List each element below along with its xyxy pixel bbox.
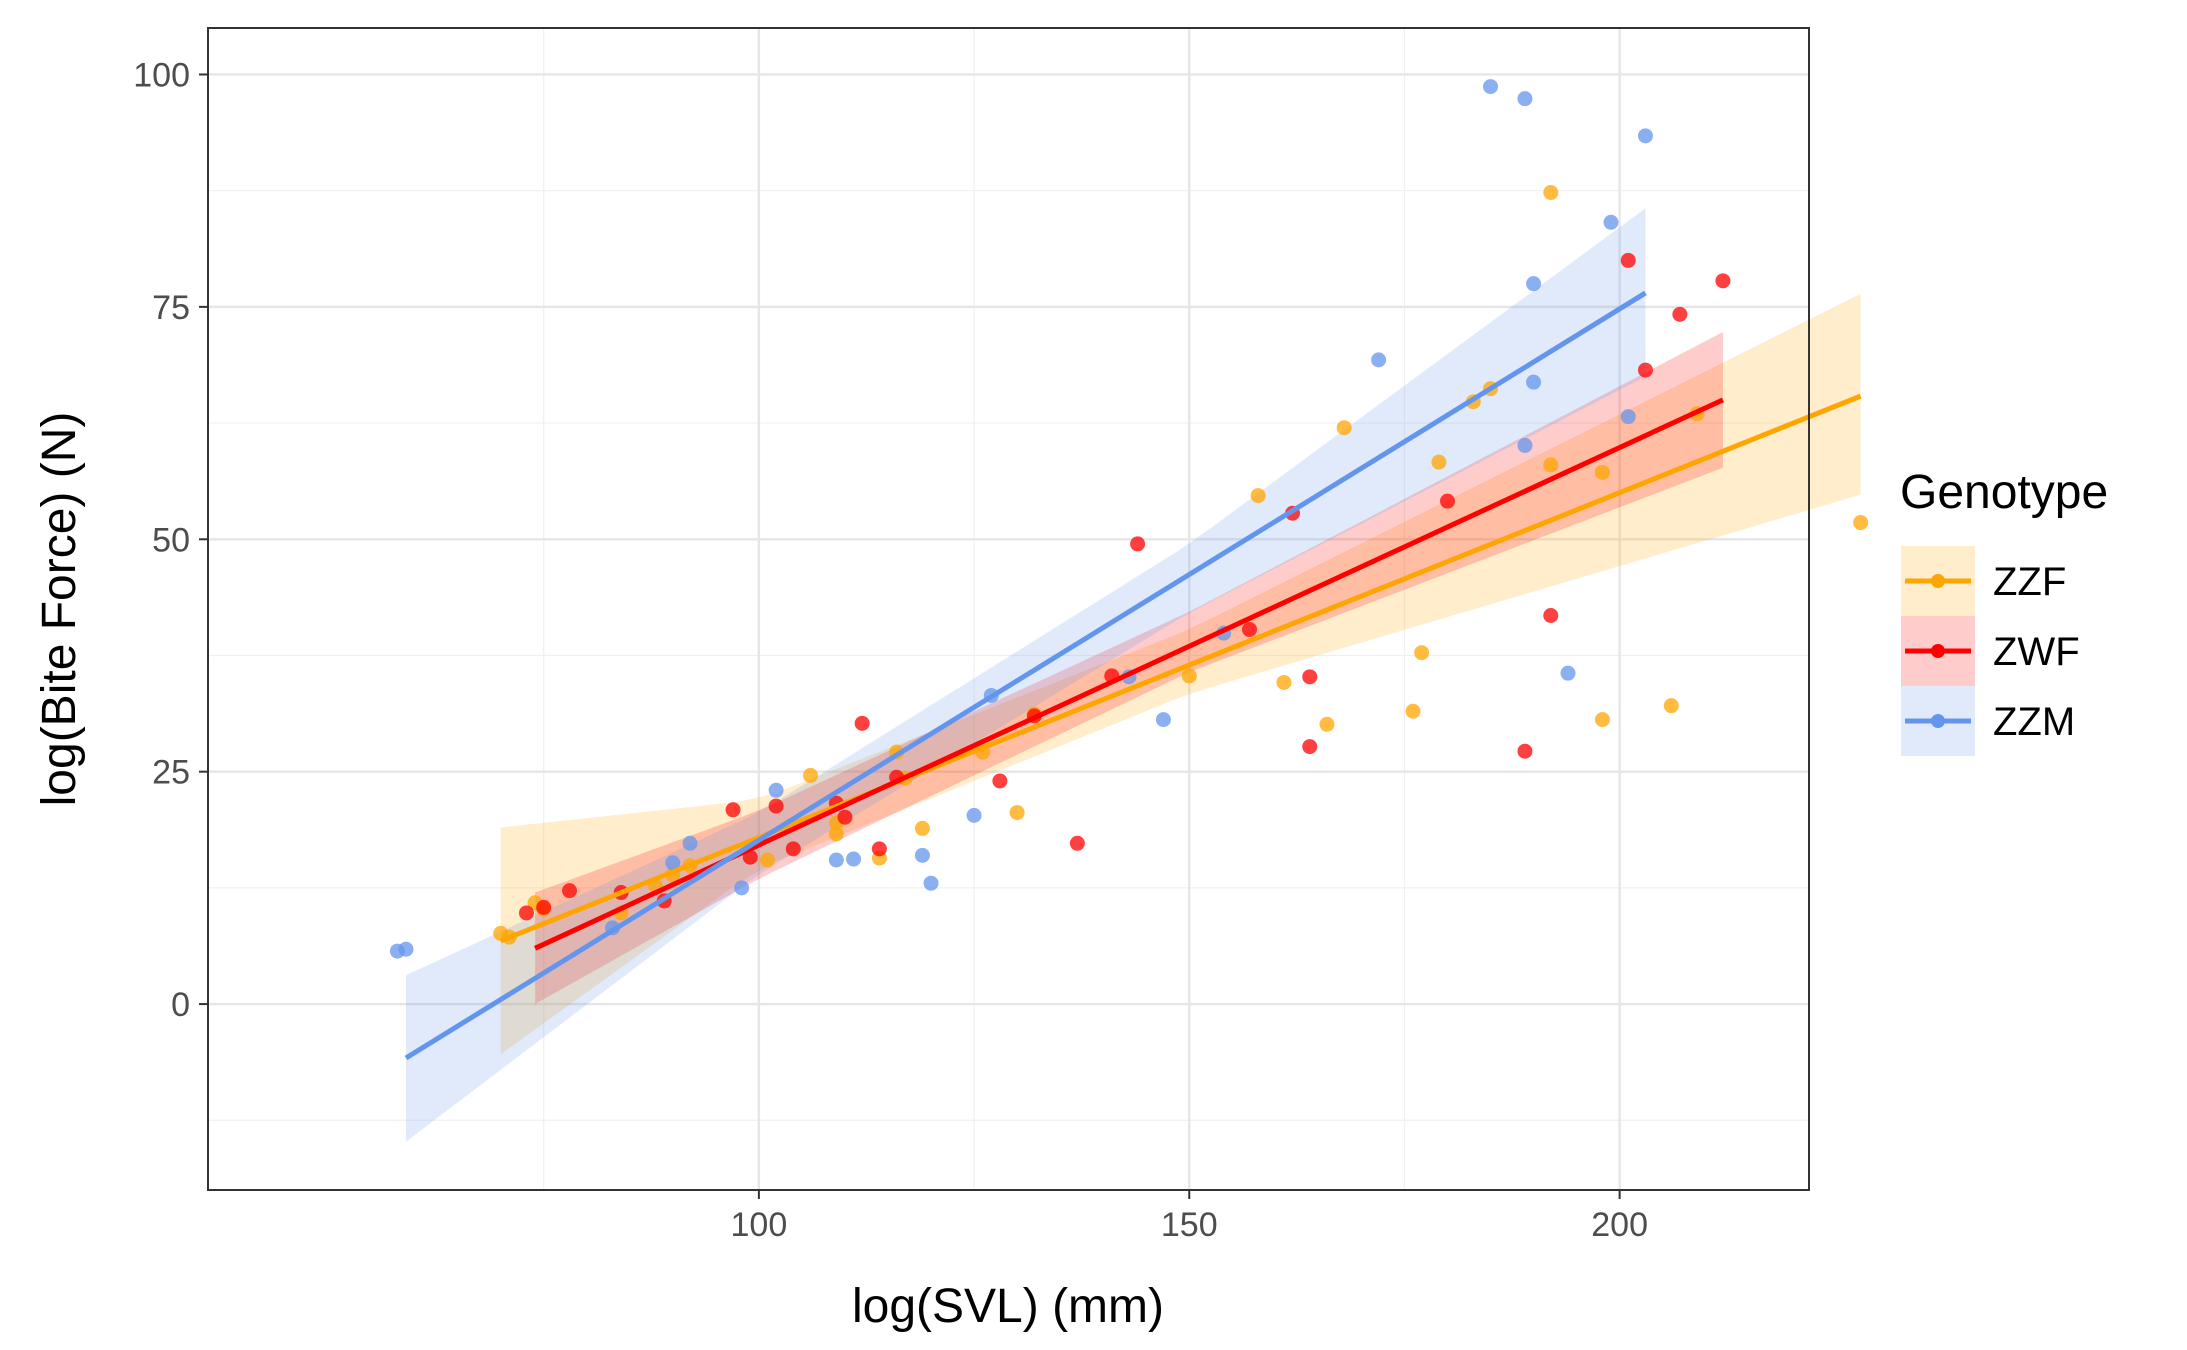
point-zzm [398,941,414,957]
point-zwf [536,899,552,915]
point-zzf [1594,464,1610,480]
point-zwf [1302,739,1318,755]
point-zzm [734,880,750,896]
y-tick-label: 100 [133,56,190,94]
point-zzm [1517,437,1533,453]
point-zzm [1526,374,1542,390]
point-zwf [1130,536,1146,552]
legend-label: ZZF [1993,560,2066,604]
point-zwf [992,773,1008,789]
fit-lines [404,290,1862,1061]
point-zzf [1009,805,1025,821]
point-zzm [768,782,784,798]
point-zzm [1620,409,1636,425]
point-zzf [1663,698,1679,714]
point-zzf [914,820,930,836]
point-zzm [846,851,862,867]
point-zzm [1526,276,1542,292]
legend-key-point [1931,714,1945,728]
point-zzm [923,875,939,891]
point-zwf [1242,621,1258,637]
point-zzf [1336,420,1352,436]
point-zwf [1069,835,1085,851]
x-axis-title: log(SVL) (mm) [852,1280,1164,1333]
point-zzf [759,852,775,868]
point-zzf [828,826,844,842]
point-zzm [966,807,982,823]
y-tick-label: 0 [171,986,190,1024]
point-zwf [1672,306,1688,322]
legend: Genotype ZZF ZWF ZZM [1900,466,2108,756]
point-zzf [1276,674,1292,690]
fit-line-zzf [499,393,1862,944]
point-zzf [803,767,819,783]
y-tick-label: 50 [152,521,190,559]
point-zzm [1155,712,1171,728]
legend-label: ZWF [1993,630,2080,674]
point-zwf [1543,608,1559,624]
legend-item-zzf: ZZF [1901,546,2066,616]
point-zwf [871,841,887,857]
y-axis-title: log(Bite Force) (N) [33,412,86,807]
point-zzf [1250,488,1266,504]
legend-label: ZZM [1993,700,2075,744]
point-zzm [1637,128,1653,144]
point-zzf [1414,645,1430,661]
y-tick-label: 75 [152,289,190,327]
point-zwf [785,841,801,857]
ribbon-zzf [500,293,1861,1055]
legend-key-point [1931,644,1945,658]
point-zwf [518,905,534,921]
point-zzm [914,847,930,863]
y-tick-label: 25 [152,754,190,792]
point-zzm [1371,352,1387,368]
point-zzf [1319,716,1335,732]
legend-item-zwf: ZWF [1901,616,2080,686]
point-zwf [725,802,741,818]
grid [208,28,1809,1190]
point-zzf [1181,668,1197,684]
x-tick-label: 200 [1591,1206,1648,1244]
point-zwf [562,883,578,899]
point-zwf [1715,273,1731,289]
point-zwf [742,849,758,865]
point-zzm [665,855,681,871]
point-zwf [1517,743,1533,759]
legend-item-zzm: ZZM [1901,686,2075,756]
point-zzm [1603,214,1619,230]
point-zzf [1543,457,1559,473]
legend-title: Genotype [1900,466,2108,519]
legend-key-point [1931,574,1945,588]
panel-background [208,28,1809,1190]
panel-border [207,27,1810,1191]
point-zzf [1405,703,1421,719]
point-zzm [1517,91,1533,107]
point-zzm [828,852,844,868]
point-zwf [1439,493,1455,509]
point-zwf [768,798,784,814]
point-zwf [837,809,853,825]
fit-line-zzm [404,290,1647,1061]
point-zwf [1302,669,1318,685]
point-zzf [1431,454,1447,470]
x-tick-label: 100 [731,1206,788,1244]
point-zzm [1483,79,1499,95]
point-zwf [854,715,870,731]
point-zzf [1543,185,1559,201]
point-zwf [1637,362,1653,378]
point-zzf [1594,712,1610,728]
point-zzm [682,835,698,851]
point-zwf [1620,252,1636,268]
axes: 100 150 200 0 25 50 75 100 [133,56,1648,1244]
point-zzf [1853,515,1869,531]
point-zzm [1560,665,1576,681]
x-tick-label: 150 [1161,1206,1218,1244]
